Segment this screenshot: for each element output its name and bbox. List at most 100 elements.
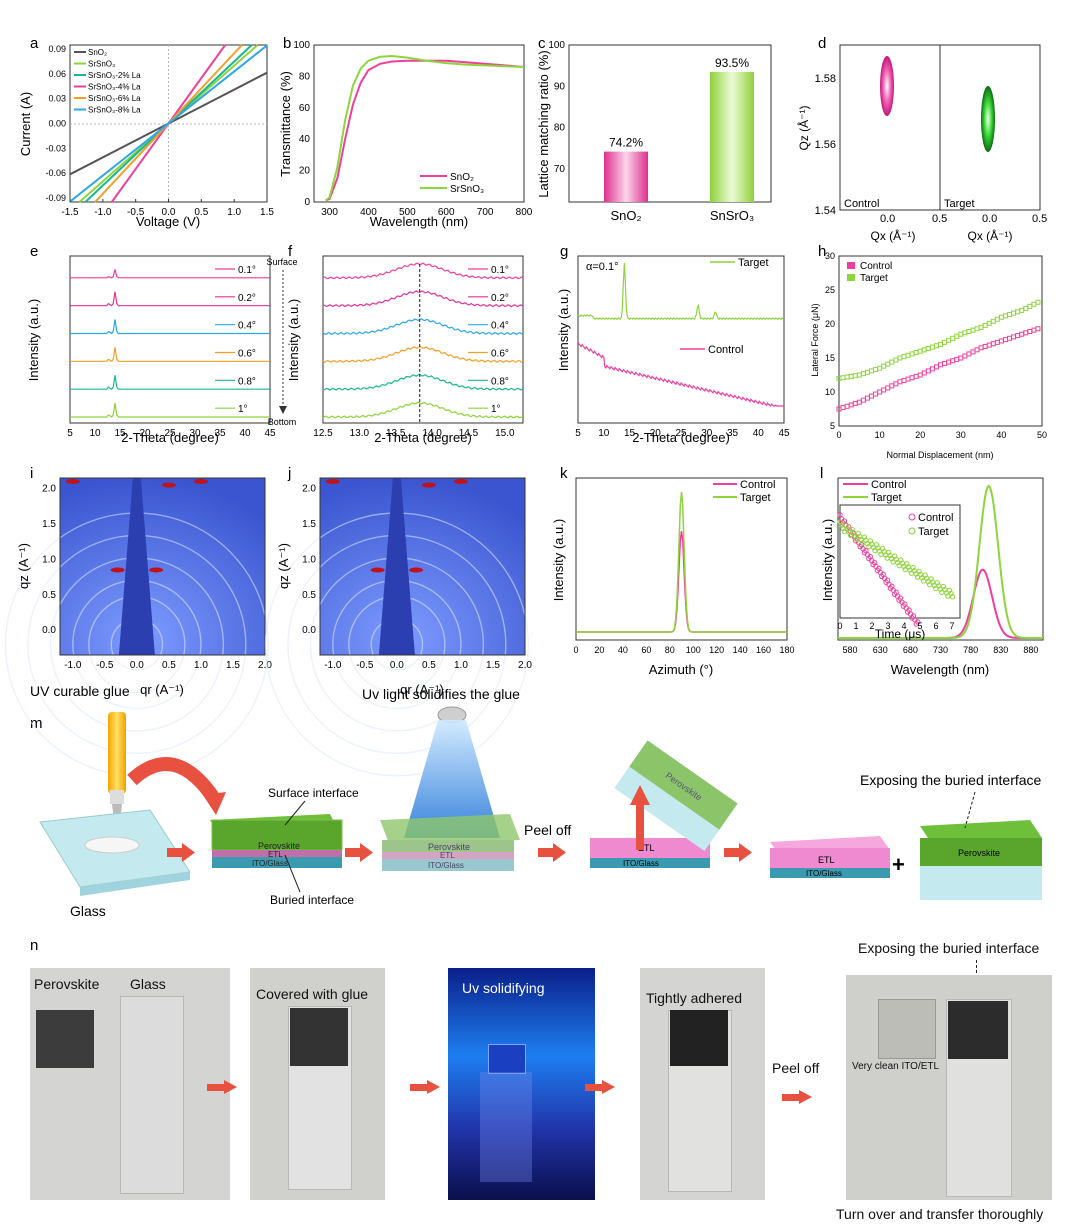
chart-h-point-1-1-3 (868, 368, 874, 374)
chart-h-point-1-7-4 (994, 316, 1000, 322)
stack4-ito: ITO/Glass (806, 869, 842, 878)
chart-h-point-1-8-3 (1011, 310, 1017, 316)
chart-d-ytick-1: 1.56 (815, 139, 836, 151)
chart-e-legend-label-0: 0.1° (238, 265, 256, 276)
chart-g-xtick-1: 10 (598, 428, 610, 439)
chart-a-ytick-4: 0.03 (48, 94, 66, 104)
schematic-m: UV curable glue Uv light solidifies the … (30, 683, 1042, 919)
chart-h-point-1-4-0 (917, 348, 923, 354)
chart-h-point-1-5-0 (938, 341, 943, 347)
chart-j-spot-1 (370, 567, 385, 573)
device-stack-1: Perovskite ETL ITO/Glass (210, 814, 343, 868)
chart-e-line-2 (70, 319, 270, 335)
chart-l-inset-legend-control: Control (918, 512, 953, 524)
chart-a-xtick-5: 1.0 (227, 207, 241, 218)
chart-l-inset-xtick-5: 5 (917, 621, 922, 631)
chart-h-point-0-8-1 (1002, 337, 1008, 343)
chart-k-line-1 (576, 491, 787, 633)
schematic-buried-interface: Buried interface (270, 893, 354, 907)
photo-final: Very clean ITO/ETL (846, 975, 1052, 1200)
chart-i-xlabel: qr (A⁻¹) (140, 682, 184, 697)
chart-h-point-1-4-4 (933, 343, 939, 349)
chart-f-legend-label-4: 0.8° (491, 376, 509, 387)
schematic-arrow-body-2 (538, 848, 554, 857)
chart-g-xtick-7: 40 (753, 428, 765, 439)
chart-h-point-0-7-2 (986, 342, 992, 348)
chart-d-xtick-left-1: 0.5 (932, 213, 947, 225)
chart-g-line-control (577, 342, 784, 407)
chart-b-ytick-1: 20 (299, 166, 311, 177)
photo-uv-label: Uv solidifying (462, 980, 545, 996)
chart-a-xtick-0: -1.5 (61, 207, 79, 218)
chart-h-point-0-9-2 (1027, 328, 1033, 334)
chart-l-xlabel: Wavelength (nm) (891, 662, 990, 677)
chart-d-target-peak (981, 86, 995, 152)
chart-k-xtick-8: 160 (756, 645, 771, 655)
photo-exposing-pointer (976, 960, 977, 988)
photo-covered: Covered with glue (250, 968, 385, 1200)
chart-c: 74.2% 93.5% 70 80 90 100 SnO₂ SnSrO₃ Lattice ma… (536, 40, 772, 223)
chart-c-bar-0 (604, 151, 648, 202)
chart-h-point-0-1-2 (864, 395, 870, 401)
chart-h-point-1-0-1 (840, 375, 846, 381)
chart-l-inset-xlabel: Time (μs) (875, 627, 925, 641)
chart-h-point-0-7-3 (990, 341, 996, 347)
chart-a-ytick-2: -0.03 (45, 143, 66, 153)
schematic-arrow-body-1 (345, 848, 361, 857)
schematic-arrow-head-3 (739, 843, 752, 862)
chart-h-point-1-9-2 (1027, 303, 1033, 309)
chart-e-xlabel: 2-Theta (degree) (121, 430, 219, 445)
chart-i-xtick-5: 1.5 (226, 660, 240, 671)
chart-j-xtick-6: 2.0 (518, 660, 532, 671)
chart-h-point-0-3-0 (897, 379, 903, 385)
chart-e-line-5 (70, 402, 270, 418)
panel-letter-e: e (30, 243, 38, 260)
chart-a-xtick-6: 1.5 (260, 207, 274, 218)
chart-b-legend-label-1: SrSnO₃ (450, 184, 484, 195)
chart-h-point-1-8-4 (1015, 309, 1021, 315)
chart-k-legend-target: Target (740, 492, 771, 504)
chart-e-line-3 (70, 347, 270, 363)
stack2-etl: ETL (440, 851, 455, 860)
chart-i-ylabel: qz (A⁻¹) (16, 543, 31, 589)
chart-h-ylabel: Lateral Force (μN) (810, 303, 820, 376)
chart-h-point-0-3-1 (901, 377, 907, 383)
chart-k-xtick-7: 140 (733, 645, 748, 655)
stack1-etl: ETL (268, 850, 283, 859)
chart-l-inset-xtick-4: 4 (901, 621, 906, 631)
chart-e-surface-note: Surface (266, 257, 297, 267)
chart-h-legend-target: Target (860, 273, 888, 284)
chart-k-line-0 (576, 531, 787, 633)
schematic-arrow-head-0 (182, 843, 195, 862)
chart-h-point-0-9-4 (1035, 326, 1041, 332)
schematic-arrow-head-2 (553, 843, 566, 862)
chart-h-point-1-4-3 (929, 344, 935, 350)
chart-d-xtick-right-0: 0.0 (982, 213, 997, 225)
chart-d-label-control: Control (844, 198, 879, 210)
chart-h-point-1-0-2 (844, 374, 850, 380)
chart-f-xlabel: 2-Theta (degree) (374, 430, 472, 445)
chart-h-point-1-5-1 (942, 339, 948, 345)
chart-l-legend-target: Target (871, 492, 902, 504)
chart-l-inset-control-54 (915, 619, 921, 625)
chart-e-xtick-3: 20 (139, 428, 151, 439)
chart-h-point-1-4-1 (921, 347, 927, 353)
chart-g-xtick-4: 25 (675, 428, 687, 439)
chart-a: -1.5 -1.0 -0.5 0.0 0.5 1.0 1.5 -0.09 -0.06 -0.03 0… (18, 44, 274, 229)
photo-arrow-2 (410, 1080, 440, 1094)
chart-h-point-1-1-4 (873, 367, 879, 373)
chart-k: 0 20 40 60 80 100 120 140 160 180 Control Target … (551, 477, 795, 677)
chart-h-xtick-4: 40 (996, 430, 1006, 440)
chart-h-point-1-3-1 (901, 354, 907, 360)
panel-letter-h: h (818, 243, 826, 260)
chart-f-legend-label-3: 0.6° (491, 349, 509, 360)
chart-b-ylabel: Transmittance (%) (278, 71, 293, 177)
chart-a-ytick-3: 0.00 (48, 119, 66, 129)
chart-h-point-1-2-2 (885, 361, 891, 367)
chart-i-spot-2 (193, 479, 208, 485)
chart-a-legend-label-3: SrSnO₃-4% La (88, 83, 141, 92)
chart-j-spot-3 (325, 479, 340, 485)
chart-c-ytick-2: 90 (554, 81, 566, 92)
chart-l-legend-control: Control (871, 479, 906, 491)
chart-h-point-1-0-3 (848, 373, 854, 379)
